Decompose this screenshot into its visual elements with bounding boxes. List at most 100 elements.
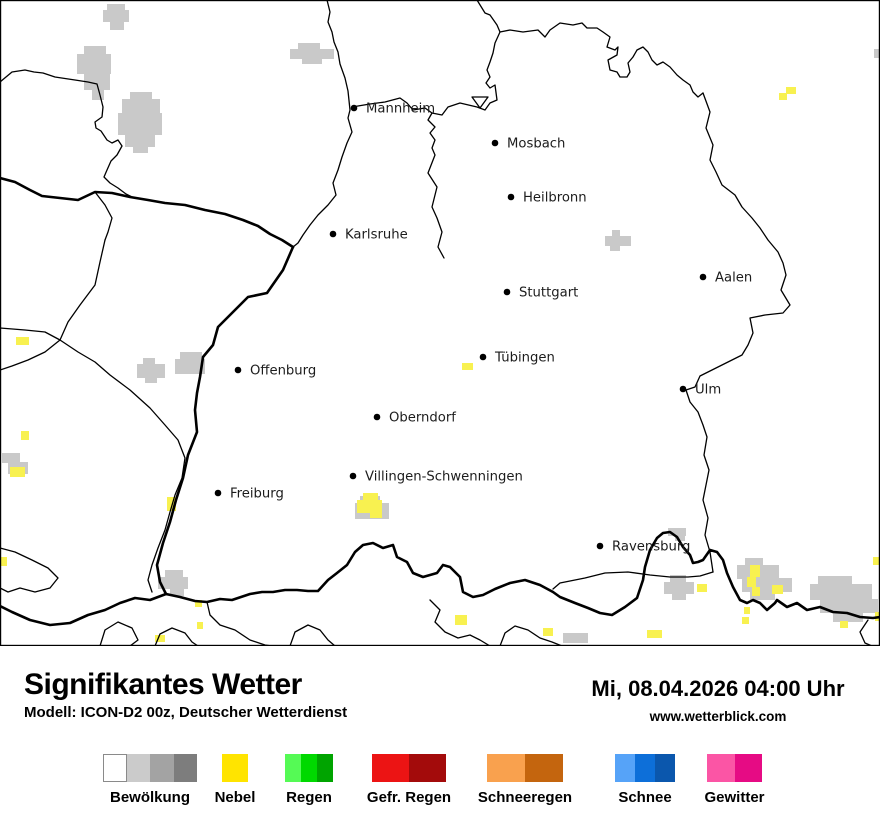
border-france-rlp-thick (0, 176, 295, 249)
cloud-patch (180, 352, 202, 360)
border-swiss-2 (99, 621, 139, 646)
border-austria-sliver (859, 619, 873, 646)
city-marker: Ravensburg (596, 540, 690, 555)
fog-patch (647, 630, 662, 638)
border-odenwald (427, 112, 445, 259)
border-france-3 (0, 327, 186, 593)
fog-patch (779, 93, 787, 100)
legend-swatch (285, 754, 333, 782)
cloud-patch (175, 359, 205, 374)
fog-patch (21, 431, 29, 440)
fog-patch (16, 337, 29, 345)
border-rhine-north (292, 0, 353, 248)
city-label: Oberndorf (389, 411, 456, 426)
legend-swatch-cell (635, 754, 655, 782)
fog-patch (363, 493, 378, 501)
cloud-patch (670, 575, 686, 583)
fog-patch (197, 622, 203, 629)
city-dot (373, 413, 381, 421)
header-left: Signifikantes Wetter Modell: ICON-D2 00z… (24, 668, 347, 721)
city-label: Heilbronn (523, 191, 587, 206)
fog-patch (840, 621, 848, 628)
city-label: Mannheim (366, 102, 435, 117)
fog-patch (750, 565, 760, 577)
cloud-patch (605, 236, 631, 246)
city-marker: Stuttgart (503, 286, 578, 301)
city-label: Ravensburg (612, 540, 690, 555)
border-france-1 (94, 191, 113, 241)
legend-swatch (372, 754, 446, 782)
weather-patch-layer (0, 4, 880, 643)
map-frame (0, 0, 880, 646)
legend-swatch-cell (222, 754, 248, 782)
legend-swatch-cell (126, 754, 150, 782)
fog-patch (543, 628, 553, 636)
fog-patch (357, 500, 382, 513)
border-swiss-5 (289, 624, 336, 646)
legend-label: Gefr. Regen (366, 789, 452, 806)
border-swiss-7 (499, 625, 563, 646)
border-swiss-1 (0, 547, 59, 593)
cloud-patch (145, 377, 157, 383)
cloud-patch (874, 49, 880, 58)
city-label: Aalen (715, 271, 752, 286)
fog-patch (195, 600, 202, 607)
cloud-patch (103, 10, 129, 22)
fog-patch (873, 557, 880, 565)
city-marker: Villingen-Schwenningen (349, 470, 523, 485)
border-south-thick (164, 530, 880, 620)
cloud-patch (302, 58, 322, 64)
city-dot (350, 104, 358, 112)
border-swiss-6 (429, 599, 491, 646)
cloud-patch (84, 46, 106, 55)
fog-patch (0, 557, 7, 566)
cloud-patch (612, 230, 620, 236)
legend-swatch-cell (103, 754, 127, 782)
fog-patch (747, 577, 756, 587)
cloud-patch (298, 43, 320, 50)
cloud-patch (610, 246, 620, 251)
legend-swatch-cell (734, 754, 762, 782)
cloud-patch (110, 22, 124, 30)
cloud-patch (165, 570, 183, 578)
border-france-2 (0, 239, 106, 371)
city-layer: Mannheim Mosbach Heilbronn Karlsruhe Aalen St… (214, 102, 752, 555)
mannheim-loop (471, 96, 489, 109)
legend-swatch (707, 754, 762, 782)
border-hessen-pocket (351, 0, 501, 116)
fog-patch (462, 363, 473, 370)
fog-patch (772, 585, 783, 594)
legend-swatch-cell (372, 754, 409, 782)
cloud-patch (290, 49, 334, 59)
city-marker: Ulm (679, 383, 721, 398)
city-dot (479, 353, 487, 361)
cloud-patch (130, 92, 152, 100)
cloud-patch (143, 358, 155, 365)
cloud-patch (833, 612, 863, 622)
border-rhine-thick (155, 245, 295, 596)
city-marker: Oberndorf (373, 411, 456, 426)
cloud-patch (77, 54, 111, 74)
cloud-patch (820, 599, 878, 613)
cloud-patch (745, 558, 763, 566)
legend-swatch (103, 754, 197, 782)
city-label: Offenburg (250, 364, 316, 379)
website-url: www.wetterblick.com (649, 709, 787, 724)
forecast-datetime: Mi, 08.04.2026 04:00 Uhr (591, 676, 845, 701)
legend-swatch-cell (655, 754, 675, 782)
city-label: Ulm (695, 383, 721, 398)
legend-swatch-cell (150, 754, 174, 782)
cloud-patch (107, 4, 125, 12)
cloud-patch (2, 453, 20, 463)
cloud-patch (84, 74, 110, 90)
city-marker: Aalen (699, 271, 752, 286)
legend-swatch-cell (707, 754, 735, 782)
cloud-patch (672, 593, 686, 600)
border-nw-palatinate (0, 69, 133, 198)
city-label: Stuttgart (519, 286, 578, 301)
fog-patch (155, 635, 165, 642)
fog-patch (370, 512, 382, 518)
cloud-patch (118, 113, 162, 135)
city-marker: Karlsruhe (329, 228, 408, 243)
cloud-patch (675, 535, 685, 541)
